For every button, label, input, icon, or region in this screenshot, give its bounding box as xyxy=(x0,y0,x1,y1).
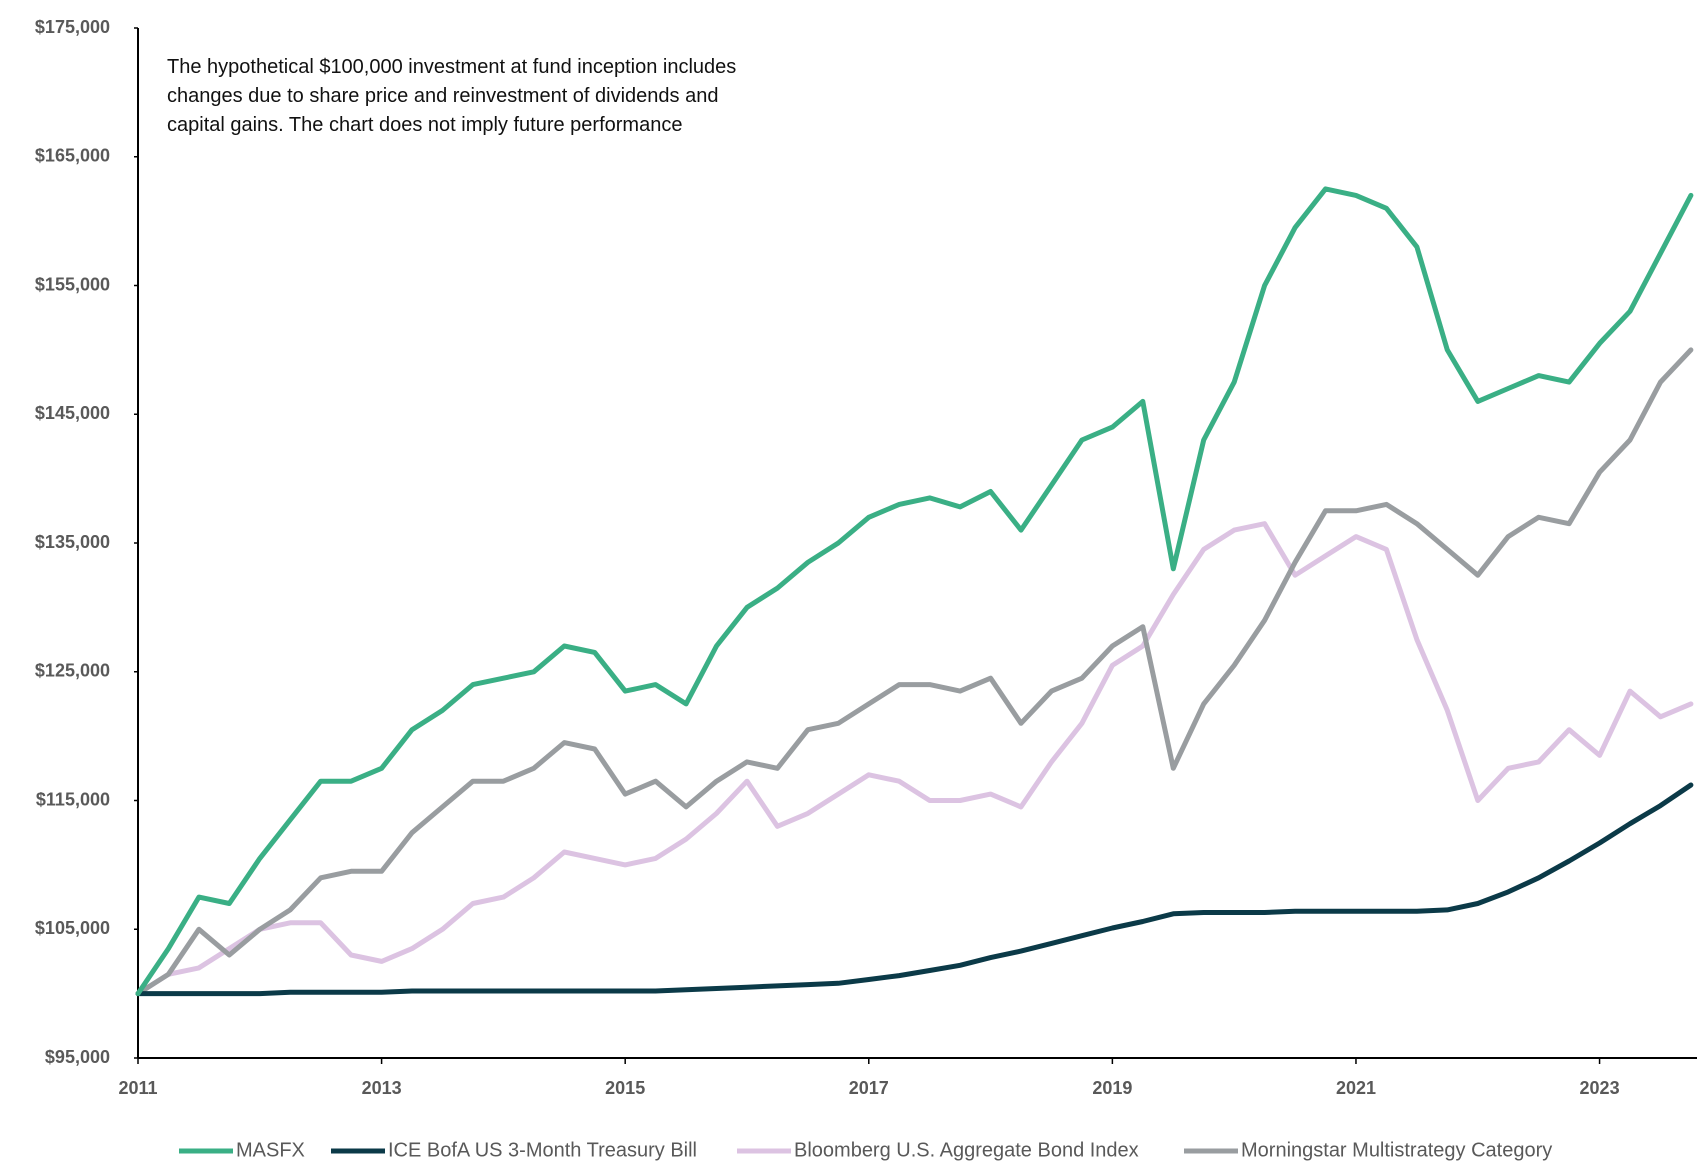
legend-label: Morningstar Multistrategy Category xyxy=(1241,1139,1552,1161)
legend-label: ICE BofA US 3-Month Treasury Bill xyxy=(388,1139,697,1161)
series-line xyxy=(135,186,1694,997)
x-tick-label: 2017 xyxy=(849,1078,889,1098)
x-tick-label: 2015 xyxy=(605,1078,645,1098)
series-line xyxy=(135,347,1694,997)
x-tick-label: 2011 xyxy=(118,1078,157,1098)
legend-label: MASFX xyxy=(236,1139,305,1161)
series-line xyxy=(135,521,1694,997)
annotation-line: The hypothetical $100,000 investment at … xyxy=(167,56,736,78)
y-tick-label: $175,000 xyxy=(35,17,110,37)
series-line xyxy=(135,782,1694,997)
y-tick-label: $145,000 xyxy=(35,403,110,423)
x-tick-label: 2021 xyxy=(1336,1078,1376,1098)
y-tick-label: $115,000 xyxy=(36,789,110,809)
plot-area xyxy=(135,186,1694,997)
x-tick-label: 2019 xyxy=(1092,1078,1132,1098)
y-tick-label: $125,000 xyxy=(35,661,110,681)
y-tick-label: $155,000 xyxy=(35,274,110,294)
y-tick-label: $165,000 xyxy=(35,146,110,166)
x-tick-label: 2013 xyxy=(362,1078,402,1098)
y-tick-label: $105,000 xyxy=(35,918,110,938)
legend-label: Bloomberg U.S. Aggregate Bond Index xyxy=(794,1139,1139,1161)
y-tick-label: $135,000 xyxy=(35,532,110,552)
annotation-line: capital gains. The chart does not imply … xyxy=(167,114,682,136)
x-tick-label: 2023 xyxy=(1580,1078,1620,1098)
annotation-line: changes due to share price and reinvestm… xyxy=(167,85,718,107)
y-tick-label: $95,000 xyxy=(45,1047,110,1067)
